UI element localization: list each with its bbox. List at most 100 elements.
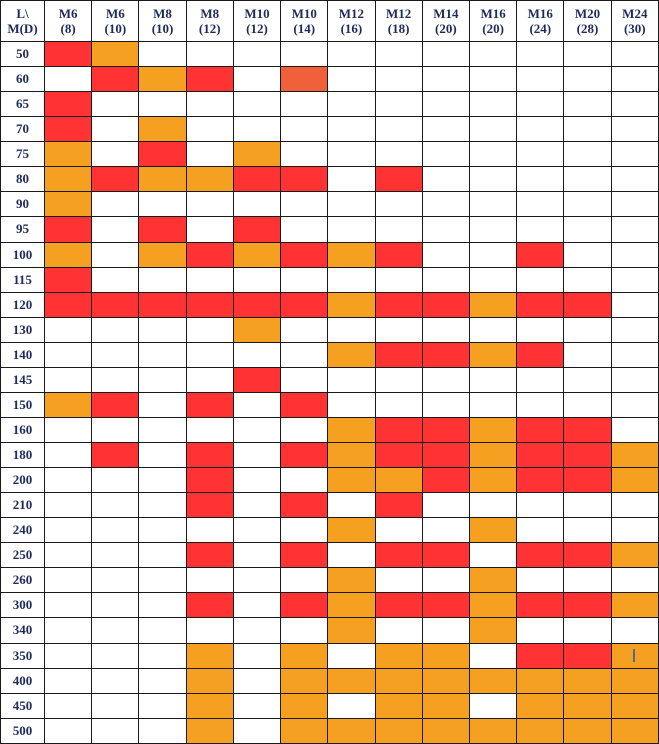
grid-cell bbox=[516, 492, 565, 519]
grid-cell bbox=[91, 141, 140, 168]
grid-cell bbox=[516, 241, 565, 268]
grid-cell bbox=[280, 441, 329, 469]
grid-cell bbox=[185, 166, 234, 193]
grid-cell bbox=[610, 366, 659, 393]
grid-cell bbox=[421, 141, 470, 168]
column-header: M8 (12) bbox=[185, 0, 234, 42]
grid-cell bbox=[232, 166, 282, 193]
grid-cell bbox=[610, 467, 659, 494]
grid-cell bbox=[185, 216, 234, 243]
column-diameter-label: (28) bbox=[576, 21, 599, 36]
grid-cell bbox=[138, 517, 187, 544]
grid-cell bbox=[374, 266, 423, 293]
grid-cell bbox=[516, 91, 565, 118]
grid-cell bbox=[280, 467, 329, 494]
length-label: 160 bbox=[0, 416, 45, 444]
grid-cell bbox=[563, 717, 612, 744]
table-row: 140 bbox=[0, 341, 659, 368]
column-header: M10 (14) bbox=[280, 0, 329, 42]
length-label: 300 bbox=[0, 592, 45, 619]
grid-cell bbox=[421, 692, 470, 719]
length-label: 210 bbox=[0, 492, 45, 519]
grid-cell bbox=[232, 91, 282, 118]
grid-cell bbox=[138, 91, 187, 118]
grid-cell bbox=[516, 391, 565, 418]
grid-cell bbox=[374, 667, 423, 694]
grid-cell bbox=[327, 416, 376, 444]
length-label: 70 bbox=[0, 116, 45, 143]
grid-cell bbox=[563, 441, 612, 469]
length-label: 140 bbox=[0, 341, 45, 368]
grid-cell bbox=[232, 66, 282, 93]
length-label: 80 bbox=[0, 166, 45, 193]
grid-cell bbox=[232, 492, 282, 519]
grid-cell bbox=[563, 542, 612, 569]
grid-cell bbox=[374, 492, 423, 519]
grid-cell bbox=[563, 216, 612, 243]
grid-cell bbox=[468, 91, 518, 118]
grid-cell bbox=[327, 341, 376, 368]
grid-cell bbox=[563, 492, 612, 519]
grid-cell bbox=[280, 116, 329, 143]
grid-cell bbox=[280, 542, 329, 569]
grid-cell bbox=[374, 191, 423, 218]
grid-cell bbox=[374, 116, 423, 143]
grid-cell bbox=[610, 91, 659, 118]
grid-cell bbox=[374, 592, 423, 619]
grid-cell bbox=[185, 441, 234, 469]
grid-cell bbox=[374, 91, 423, 118]
table-row: 70 bbox=[0, 116, 659, 143]
grid-cell bbox=[563, 341, 612, 368]
grid-cell bbox=[610, 141, 659, 168]
grid-cell bbox=[421, 91, 470, 118]
grid-cell bbox=[563, 391, 612, 418]
grid-cell bbox=[91, 291, 140, 318]
grid-cell bbox=[468, 441, 518, 469]
table-row: 350 bbox=[0, 642, 659, 669]
grid-cell bbox=[232, 717, 282, 744]
grid-cell bbox=[185, 492, 234, 519]
table-row: 250 bbox=[0, 542, 659, 569]
grid-cell bbox=[138, 166, 187, 193]
grid-cell bbox=[421, 667, 470, 694]
grid-cell bbox=[563, 241, 612, 268]
grid-cell bbox=[374, 291, 423, 318]
grid-cell bbox=[43, 717, 93, 744]
length-label: 500 bbox=[0, 717, 45, 744]
grid-cell bbox=[185, 692, 234, 719]
grid-cell bbox=[421, 316, 470, 343]
grid-cell bbox=[138, 341, 187, 368]
column-diameter-label: (10) bbox=[104, 21, 127, 36]
grid-cell bbox=[468, 66, 518, 93]
grid-cell bbox=[516, 166, 565, 193]
grid-cell bbox=[327, 141, 376, 168]
grid-cell bbox=[91, 316, 140, 343]
grid-cell bbox=[610, 416, 659, 444]
grid-cell bbox=[610, 441, 659, 469]
grid-cell bbox=[43, 66, 93, 93]
column-header: M10 (12) bbox=[232, 0, 282, 42]
grid-cell bbox=[468, 667, 518, 694]
grid-cell bbox=[91, 241, 140, 268]
length-label: 250 bbox=[0, 542, 45, 569]
grid-cell bbox=[138, 492, 187, 519]
grid-cell bbox=[327, 216, 376, 243]
grid-cell bbox=[138, 241, 187, 268]
grid-cell bbox=[327, 40, 376, 68]
grid-cell bbox=[185, 391, 234, 418]
length-label: 60 bbox=[0, 66, 45, 93]
grid-cell bbox=[232, 416, 282, 444]
grid-cell bbox=[374, 467, 423, 494]
length-label: 145 bbox=[0, 366, 45, 393]
grid-cell bbox=[91, 116, 140, 143]
grid-cell bbox=[610, 241, 659, 268]
grid-cell bbox=[91, 91, 140, 118]
grid-cell bbox=[468, 116, 518, 143]
grid-cell bbox=[610, 116, 659, 143]
grid-cell bbox=[421, 492, 470, 519]
grid-cell bbox=[374, 517, 423, 544]
grid-cell bbox=[43, 542, 93, 569]
grid-cell bbox=[280, 291, 329, 318]
column-header: M8 (10) bbox=[138, 0, 187, 42]
grid-cell bbox=[138, 66, 187, 93]
